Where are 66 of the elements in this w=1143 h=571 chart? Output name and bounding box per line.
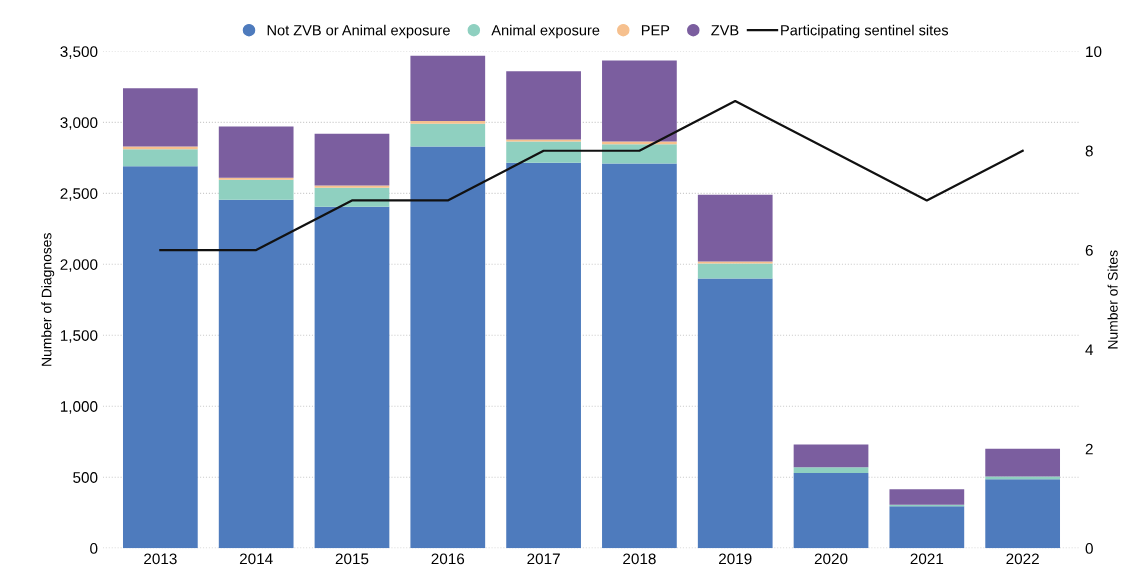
bar (506, 162, 581, 549)
y-tick-label: 2,500 (60, 188, 98, 201)
bar (793, 444, 869, 468)
legend-label: ZVB (711, 25, 739, 36)
x-tick-label: 2020 (814, 553, 848, 565)
bar (314, 133, 390, 186)
bar (218, 177, 294, 180)
bar (506, 139, 581, 142)
y-tick-label: 500 (73, 472, 98, 483)
bar (889, 506, 965, 549)
x-tick-label: 2021 (910, 553, 944, 565)
bar (122, 88, 198, 147)
y-tick-label: 0 (90, 543, 98, 554)
x-tick-label: 2022 (1006, 553, 1039, 565)
bar (697, 263, 773, 279)
line-series (159, 99, 1024, 252)
y-tick-label: 1,500 (60, 330, 98, 343)
legend-label: PEP (641, 25, 670, 36)
bar (697, 261, 773, 264)
y-tick-label: 3,000 (60, 117, 98, 130)
bar (985, 479, 1061, 549)
y2-tick-label: 0 (1085, 543, 1093, 554)
bar (122, 149, 198, 167)
x-tick-label: 2014 (239, 553, 273, 565)
bar (218, 199, 294, 549)
x-tick-label: 2017 (527, 553, 560, 565)
y-axis-title: Number of Diagnoses (41, 233, 55, 366)
x-tick-label: 2015 (335, 553, 369, 565)
legend-label: Not ZVB or Animal exposure (267, 24, 450, 39)
y-tick-label: 3,500 (60, 46, 98, 59)
y2-tick-label: 6 (1085, 244, 1093, 256)
bar (793, 467, 869, 473)
bar (602, 144, 677, 164)
bar (506, 141, 581, 163)
bar (410, 55, 486, 121)
bar (122, 146, 198, 150)
bar (697, 278, 773, 549)
bar (218, 126, 294, 178)
bar (314, 206, 390, 549)
bar (602, 60, 677, 142)
legend-label: Participating sentinel sites (781, 24, 949, 39)
x-tick-label: 2018 (623, 553, 656, 565)
bar (410, 146, 486, 549)
bar (985, 448, 1061, 477)
bar (410, 123, 486, 147)
x-tick-label: 2013 (144, 553, 177, 565)
y2-axis-title: Number of Sites (1107, 250, 1118, 349)
bar (697, 194, 773, 262)
bar (218, 179, 294, 200)
y2-tick-label: 8 (1085, 145, 1093, 157)
x-tick-label: 2016 (431, 553, 465, 565)
legend-label: Animal exposure (491, 24, 600, 39)
bar (122, 166, 198, 549)
y-tick-label: 1,000 (60, 401, 98, 414)
bar (410, 120, 486, 124)
y-tick-label: 2,000 (60, 259, 98, 272)
y2-tick-label: 2 (1085, 443, 1093, 455)
y2-tick-label: 10 (1086, 46, 1102, 58)
bar (793, 472, 869, 549)
bar (602, 163, 677, 549)
bar (314, 185, 390, 188)
bar (985, 476, 1061, 480)
bar (889, 489, 965, 505)
y2-tick-label: 4 (1085, 344, 1094, 355)
x-tick-label: 2019 (718, 553, 752, 565)
bar (506, 71, 581, 140)
